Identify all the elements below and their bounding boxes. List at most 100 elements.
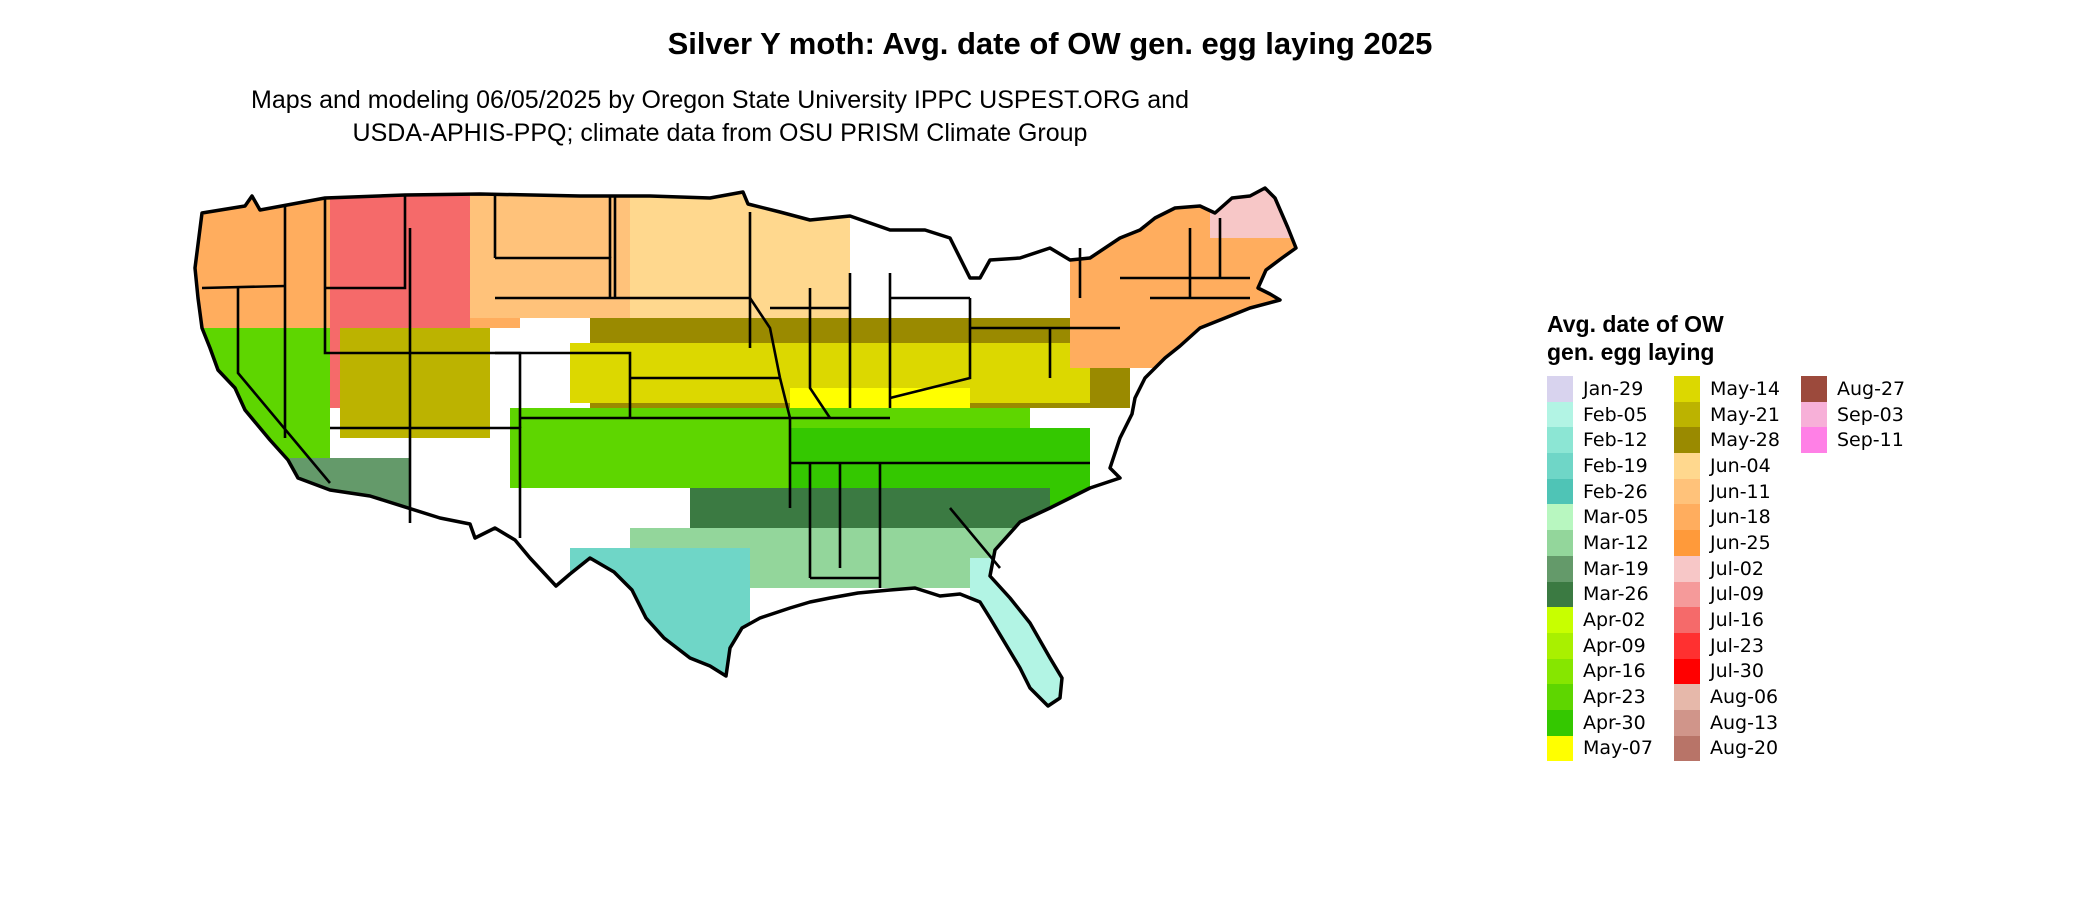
legend-item: Apr-02 [1547,607,1653,633]
legend-item: Aug-06 [1674,684,1780,710]
legend-item: Sep-03 [1801,401,1905,428]
legend-swatch [1547,504,1573,531]
legend-swatch [1547,427,1573,454]
legend-item: Sep-11 [1801,427,1905,454]
legend-swatch [1674,735,1700,762]
legend-item: Feb-26 [1547,478,1653,505]
legend-column-2: May-14 May-21 May-28 Jun-04 Jun-11 Jun-1… [1674,376,1780,762]
legend-swatch [1674,709,1700,736]
legend-label: Mar-26 [1583,583,1649,606]
legend-column-3: Aug-27 Sep-03 Sep-11 [1801,376,1906,454]
legend-title-line-1: Avg. date of OW [1547,311,1724,337]
legend-swatch [1547,401,1573,428]
subtitle-line-1: Maps and modeling 06/05/2025 by Oregon S… [251,86,1189,114]
legend-label: May-28 [1710,429,1780,452]
map-subtitle: Maps and modeling 06/05/2025 by Oregon S… [230,84,1210,150]
legend-title-line-2: gen. egg laying [1547,339,1715,365]
legend-label: Feb-26 [1583,480,1648,503]
legend-label: Aug-13 [1710,711,1779,734]
region-great-basin [340,328,490,438]
region-florida [970,558,1090,706]
legend-swatch [1674,684,1700,710]
legend-item: Jun-18 [1674,504,1780,531]
region-northeast [1070,198,1296,368]
legend-swatch [1547,709,1573,736]
legend-label: Aug-20 [1710,737,1779,760]
legend-title: Avg. date of OW gen. egg laying [1547,310,1724,366]
legend-item: Jan-29 [1547,376,1653,402]
legend-item: Apr-09 [1547,632,1653,659]
legend-item: Jun-25 [1674,530,1780,556]
legend-label: Feb-12 [1583,429,1648,452]
legend-item: May-21 [1674,401,1780,428]
legend-item: Jun-11 [1674,478,1780,505]
legend-label: Jul-09 [1710,583,1764,606]
legend-label: Mar-05 [1583,506,1649,529]
legend-label: Sep-03 [1837,403,1904,426]
legend-label: Feb-05 [1583,403,1648,426]
legend-item: Apr-23 [1547,684,1653,710]
region-texas-south [570,548,750,688]
map-title: Silver Y moth: Avg. date of OW gen. egg … [667,26,1433,61]
legend-item: Apr-30 [1547,709,1653,736]
legend-label: May-14 [1710,377,1780,400]
legend-swatch [1547,658,1573,685]
legend-swatch [1674,478,1700,505]
legend-swatch [1801,401,1827,428]
legend-item: Feb-12 [1547,427,1653,454]
state-borders [201,195,1250,588]
legend-label: Mar-19 [1583,557,1649,580]
legend-column-1: Jan-29 Feb-05 Feb-12 Feb-19 Feb-26 Mar-0… [1547,376,1653,762]
map-fill [195,188,1296,706]
legend-label: Apr-02 [1583,609,1646,632]
legend-item: Jun-04 [1674,453,1780,479]
us-map [193,186,1298,708]
legend-swatch [1547,735,1573,762]
legend-item: Mar-19 [1547,555,1653,582]
legend-swatch [1547,607,1573,633]
legend-item: Apr-16 [1547,658,1653,685]
legend-item: May-14 [1674,376,1780,402]
legend-label: Jun-25 [1710,531,1771,554]
legend-label: Sep-11 [1837,429,1904,452]
region-maine [1210,188,1296,238]
legend-swatch [1674,530,1700,556]
legend-item: Jul-23 [1674,632,1780,659]
legend-label: Feb-19 [1583,454,1648,477]
legend-label: May-21 [1710,403,1780,426]
legend-item: May-28 [1674,427,1780,454]
legend-label: Mar-12 [1583,531,1649,554]
legend-swatch [1674,555,1700,582]
legend-label: Jun-18 [1710,506,1771,529]
legend-item: May-07 [1547,735,1653,762]
legend-item: Aug-20 [1674,735,1780,762]
legend-swatch [1547,376,1573,402]
legend-swatch [1674,376,1700,402]
legend-item: Feb-19 [1547,453,1653,479]
legend-swatch [1801,376,1827,402]
legend-swatch [1674,607,1700,633]
legend-swatch [1674,453,1700,479]
legend-swatch [1547,453,1573,479]
legend-item: Jul-30 [1674,658,1780,685]
legend-swatch [1801,427,1827,454]
legend-item: Jul-16 [1674,607,1780,633]
region-northern-plains [470,188,630,318]
legend-label: Aug-27 [1837,377,1906,400]
region-dakotas [630,188,850,328]
legend-item: Feb-05 [1547,401,1653,428]
legend-label: Apr-09 [1583,634,1646,657]
legend-label: Aug-06 [1710,686,1779,709]
legend-label: Jun-04 [1710,454,1771,477]
legend-label: Jul-16 [1710,609,1764,632]
us-outline [193,186,1298,708]
legend-swatch [1674,632,1700,659]
legend-label: Jul-23 [1710,634,1764,657]
legend-label: Apr-30 [1583,711,1646,734]
legend-swatch [1674,581,1700,608]
legend-label: May-07 [1583,737,1653,760]
legend-item: Mar-26 [1547,581,1653,608]
legend-swatch [1547,530,1573,556]
legend-label: Jul-30 [1710,660,1764,683]
legend-item: Mar-12 [1547,530,1653,556]
